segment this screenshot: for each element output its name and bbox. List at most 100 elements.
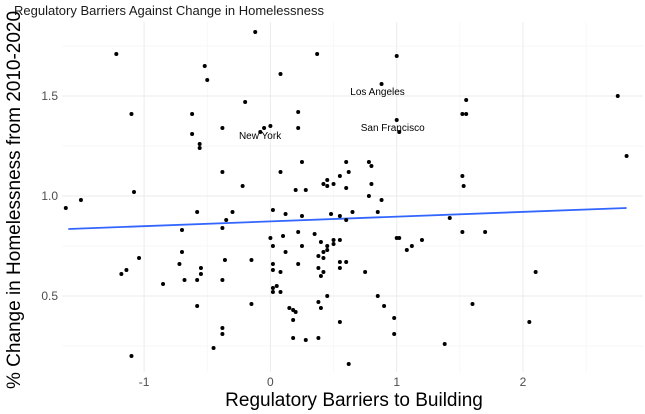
data-point (268, 124, 273, 128)
data-point (78, 198, 83, 202)
data-point (315, 52, 320, 56)
data-point (220, 332, 225, 336)
data-point (63, 206, 68, 210)
data-point (325, 248, 330, 252)
data-point (337, 214, 342, 218)
data-point (325, 294, 330, 298)
data-point (270, 286, 275, 290)
data-point (615, 94, 620, 98)
data-point (392, 332, 397, 336)
data-point (258, 130, 263, 134)
data-point (195, 210, 200, 214)
data-point (369, 164, 374, 168)
data-point (124, 268, 129, 272)
data-point (299, 244, 304, 248)
data-point (182, 278, 187, 282)
data-point (316, 300, 321, 304)
data-point (222, 258, 227, 262)
data-point (337, 260, 342, 264)
data-point (397, 130, 402, 134)
data-point (464, 98, 469, 102)
data-point (447, 216, 452, 220)
data-point (325, 184, 330, 188)
data-point (253, 30, 258, 34)
data-point (321, 256, 326, 260)
data-point (331, 242, 336, 246)
data-point (344, 160, 349, 164)
data-point (278, 270, 283, 274)
data-point (394, 54, 399, 58)
data-point (287, 306, 292, 310)
data-point (220, 226, 225, 230)
data-point (321, 270, 326, 274)
point-label: Los Angeles (350, 87, 405, 98)
data-point (470, 302, 475, 306)
data-point (220, 326, 225, 330)
data-point (220, 278, 225, 282)
data-point (220, 126, 225, 130)
point-label: New York (239, 131, 282, 142)
data-point (337, 238, 342, 242)
data-point (190, 112, 195, 116)
labeled-data-point (262, 126, 267, 130)
x-tick-label: 2 (520, 375, 527, 389)
data-point (198, 272, 203, 276)
data-point (363, 270, 368, 274)
data-point (224, 218, 229, 222)
data-point (369, 182, 374, 186)
data-point (321, 250, 326, 254)
data-point (337, 266, 342, 270)
data-point (392, 316, 397, 320)
data-point (249, 258, 254, 262)
data-point (303, 188, 308, 192)
data-point (404, 248, 409, 252)
data-point (190, 132, 195, 136)
data-point (375, 294, 380, 298)
y-axis-ticks: 0.5 1.0 1.5 (41, 89, 58, 303)
data-point (283, 212, 288, 216)
labeled-data-point (394, 118, 399, 122)
data-point (220, 170, 225, 174)
data-point (331, 182, 336, 186)
data-point (442, 342, 447, 346)
data-point (270, 268, 275, 272)
data-point (114, 52, 119, 56)
data-point (464, 112, 469, 116)
data-point (316, 336, 321, 340)
data-point (278, 72, 283, 76)
y-tick-label: 0.5 (41, 289, 58, 303)
data-point (379, 198, 384, 202)
data-point (366, 194, 371, 198)
data-point (137, 256, 142, 260)
data-point (337, 174, 342, 178)
data-point (527, 320, 532, 324)
data-point (179, 228, 184, 232)
grid (62, 22, 643, 372)
data-point (278, 170, 283, 174)
data-point (382, 304, 387, 308)
data-point (375, 210, 380, 214)
data-point (350, 210, 355, 214)
data-point (316, 254, 321, 258)
data-point (243, 100, 248, 104)
data-point (296, 262, 301, 266)
x-tick-label: -1 (139, 375, 150, 389)
data-point (318, 274, 323, 278)
data-point (299, 214, 304, 218)
data-point (344, 260, 349, 264)
x-axis-ticks: -10123 (139, 375, 527, 389)
data-point (461, 184, 466, 188)
x-tick-label: 1 (393, 375, 400, 389)
data-point (211, 346, 216, 350)
data-point (291, 336, 296, 340)
y-tick-label: 1.5 (41, 89, 58, 103)
data-point (129, 354, 134, 358)
data-point (316, 266, 321, 270)
data-point (278, 290, 283, 294)
data-point (483, 230, 488, 234)
data-point (205, 78, 210, 82)
data-point (270, 262, 275, 266)
data-point (329, 212, 334, 216)
data-point (296, 230, 301, 234)
